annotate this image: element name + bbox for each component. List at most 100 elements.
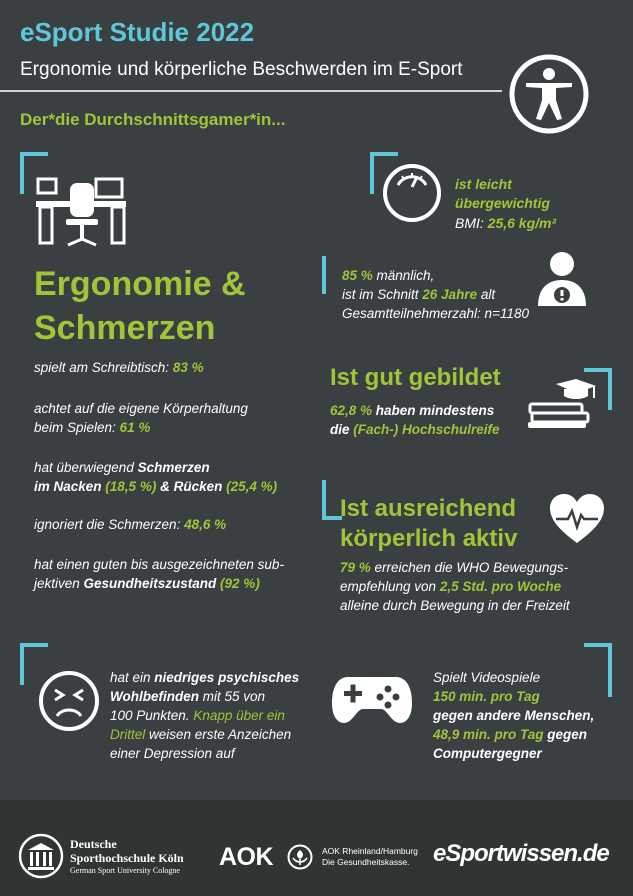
- bmi-line2: übergewichtig: [455, 195, 550, 211]
- tagline: Der*die Durchschnittsgamer*in...: [20, 110, 286, 129]
- aok-tree-icon: [287, 844, 313, 870]
- heart-pulse-icon: [548, 493, 606, 545]
- ergonomie-heading: Ergonomie & Schmerzen: [34, 262, 246, 350]
- wellbeing-rest: weisen erste Anzeichen: [145, 727, 292, 742]
- wellbeing-rest: 100 Punkten.: [110, 708, 194, 723]
- aok-line2: Die Gesundheitskasse.: [322, 857, 410, 867]
- dshs-line2: Sporthochschule Köln: [70, 851, 184, 865]
- bmi-value: 25,6 kg/m²: [487, 215, 557, 231]
- wellbeing-prefix: hat ein: [110, 670, 155, 685]
- wellbeing-rest: mit 55 von: [199, 689, 266, 704]
- item-bold: Gesundheitszustand: [83, 576, 217, 591]
- education-highlight: (Fach-) Hochschulreife: [353, 422, 500, 437]
- activity-heading-line2: körperlich aktiv: [340, 525, 518, 552]
- wellbeing-green: Drittel: [110, 727, 146, 742]
- page-subtitle: Ergonomie und körperliche Beschwerden im…: [20, 59, 463, 80]
- bmi-label: BMI:: [455, 215, 488, 231]
- aok-logo: AOK: [219, 843, 274, 871]
- wellbeing-bold: Wohlbefinden: [110, 689, 199, 704]
- item-text: spielt am Schreibtisch:: [34, 360, 173, 375]
- aok-logo-text: AOK Rheinland/Hamburg Die Gesundheitskas…: [322, 846, 418, 868]
- item-text: hat überwiegend: [34, 460, 138, 475]
- ergonomie-item-desk: spielt am Schreibtisch: 83 %: [34, 358, 204, 377]
- item-bold: Schmerzen: [137, 460, 210, 475]
- section-bracket: [322, 480, 342, 520]
- item-value: 48,6 %: [184, 517, 227, 532]
- item-value: 83 %: [172, 360, 204, 375]
- wellbeing-line5: einer Depression auf: [110, 746, 235, 761]
- demo-pct: 85 %: [342, 268, 373, 283]
- demo-age-suffix: alt: [477, 287, 496, 302]
- item-text: jektiven: [34, 576, 84, 591]
- ergonomie-item-health: hat einen guten bis ausgezeichneten sub-…: [34, 555, 284, 593]
- gaming-line2: gegen andere Menschen,: [433, 708, 595, 723]
- demo-age-value: 26 Jahre: [422, 287, 478, 302]
- education-text2: die: [330, 422, 354, 437]
- bmi-text: ist leicht übergewichtig: [455, 175, 550, 213]
- wellbeing-bold: niedriges psychisches: [154, 670, 300, 685]
- section-bracket: [584, 368, 612, 410]
- dshs-logo-icon: [18, 833, 64, 879]
- aok-line1: AOK Rheinland/Hamburg: [322, 846, 418, 856]
- sad-face-icon: [38, 670, 100, 732]
- dshs-line1: Deutsche: [70, 837, 117, 851]
- item-text: ignoriert die Schmerzen:: [34, 517, 185, 532]
- education-heading: Ist gut gebildet: [330, 364, 501, 391]
- esportwissen-logo: eSportwissen.de: [433, 840, 610, 867]
- gaming-line4: Computergegner: [433, 746, 542, 761]
- activity-text2: empfehlung von: [340, 579, 440, 594]
- activity-highlight: 2,5 Std. pro Woche: [439, 579, 562, 594]
- activity-heading: Ist ausreichend körperlich aktiv: [340, 494, 517, 554]
- dshs-line3: German Sport University Cologne: [70, 866, 180, 875]
- gamepad-icon: [330, 667, 414, 727]
- user-info-icon: [536, 250, 588, 310]
- item-text: beim Spielen:: [34, 420, 120, 435]
- section-bracket: [322, 256, 326, 294]
- section-bracket: [20, 643, 48, 685]
- person-figure-icon: [508, 53, 590, 135]
- education-text1: haben mindestens: [372, 403, 495, 418]
- activity-text1: erreichen die WHO Bewegungs-: [370, 560, 569, 575]
- ergonomie-heading-line1: Ergonomie &: [34, 265, 246, 303]
- education-text: 62,8 % haben mindestens die (Fach-) Hoch…: [330, 401, 500, 439]
- activity-text: 79 % erreichen die WHO Bewegungs- empfeh…: [340, 558, 570, 615]
- gaming-value2: 48,9 min. pro Tag: [433, 727, 544, 742]
- education-pct: 62,8 %: [330, 403, 373, 418]
- gaming-line3-suffix: gegen: [543, 727, 588, 742]
- scale-icon: [382, 163, 442, 223]
- section-bracket: [20, 152, 48, 194]
- header-rule: [0, 90, 502, 92]
- demographics-text: 85 % männlich, ist im Schnitt 26 Jahre a…: [342, 266, 529, 323]
- activity-pct: 79 %: [340, 560, 371, 575]
- bmi-line1: ist leicht: [455, 176, 512, 192]
- desk-chair-icon: [34, 163, 130, 251]
- gaming-value1: 150 min. pro Tag: [433, 689, 540, 704]
- demo-male: männlich,: [372, 268, 435, 283]
- dshs-logo-text: Deutsche Sporthochschule Köln German Spo…: [70, 837, 184, 877]
- demo-age-prefix: ist im Schnitt: [342, 287, 423, 302]
- bmi-value-line: BMI: 25,6 kg/m²: [455, 214, 556, 233]
- item-value: (92 %): [216, 576, 260, 591]
- item-text: achtet auf die eigene Körperhaltung: [34, 401, 248, 416]
- item-value: (18,5 %): [101, 479, 157, 494]
- item-text: &: [156, 479, 174, 494]
- item-text: hat einen guten bis ausgezeichneten sub-: [34, 557, 284, 572]
- gaming-line1: Spielt Videospiele: [433, 670, 541, 685]
- ergonomie-item-ignore: ignoriert die Schmerzen: 48,6 %: [34, 515, 226, 534]
- section-bracket: [370, 152, 398, 194]
- footer: [0, 800, 633, 896]
- ergonomie-heading-line2: Schmerzen: [34, 309, 216, 347]
- item-value: 61 %: [119, 420, 151, 435]
- ergonomie-item-pain: hat überwiegend Schmerzen im Nacken (18,…: [34, 458, 277, 496]
- activity-heading-line1: Ist ausreichend: [340, 495, 517, 522]
- wellbeing-text: hat ein niedriges psychisches Wohlbefind…: [110, 668, 299, 763]
- ergonomie-item-posture: achtet auf die eigene Körperhaltung beim…: [34, 399, 248, 437]
- section-bracket: [584, 643, 612, 697]
- graduation-books-icon: [526, 378, 598, 430]
- activity-text3: alleine durch Bewegung in der Freizeit: [340, 598, 570, 613]
- page-title: eSport Studie 2022: [20, 17, 255, 47]
- demo-total: Gesamtteilnehmerzahl: n=1180: [342, 306, 529, 321]
- wellbeing-green: Knapp über ein: [193, 708, 285, 723]
- gaming-text: Spielt Videospiele 150 min. pro Tag gege…: [433, 668, 594, 763]
- item-bold: im Nacken: [34, 479, 102, 494]
